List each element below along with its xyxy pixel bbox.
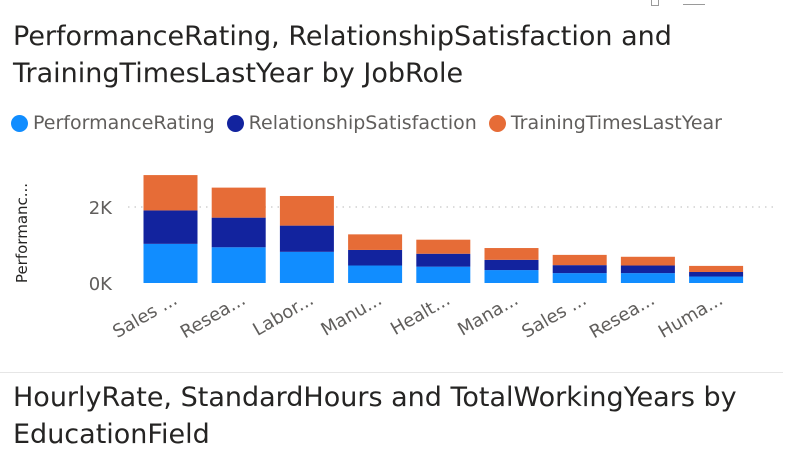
- x-tick-label: Mana...: [454, 289, 522, 340]
- bar-segment-relationshipsatisfaction: [552, 265, 607, 274]
- bar-segment-relationshipsatisfaction: [484, 259, 539, 271]
- focus-mode-icon[interactable]: [651, 0, 659, 6]
- x-tick-label: Sales ...: [518, 289, 590, 343]
- bar-segment-performancerating: [689, 276, 744, 283]
- x-tick-label: Sales ...: [109, 289, 181, 343]
- legend-label: TrainingTimesLastYear: [510, 112, 722, 134]
- x-tick-label: Resea...: [177, 289, 249, 343]
- bar-segment-trainingtimeslastyear: [620, 256, 675, 266]
- bar-segment-trainingtimeslastyear: [211, 187, 266, 218]
- x-tick-label: Resea...: [586, 289, 658, 343]
- stacked-column-chart-visual[interactable]: PerformanceRating, RelationshipSatisfact…: [0, 12, 783, 373]
- bar-segment-trainingtimeslastyear: [279, 195, 334, 226]
- legend-label: RelationshipSatisfaction: [248, 112, 477, 134]
- bar-segment-trainingtimeslastyear: [484, 248, 539, 260]
- bar-segment-relationshipsatisfaction: [620, 265, 675, 274]
- bar-segment-relationshipsatisfaction: [348, 249, 403, 266]
- bar-segment-trainingtimeslastyear: [143, 175, 198, 211]
- y-tick-label: 2K: [89, 198, 113, 219]
- legend-item-training-times[interactable]: TrainingTimesLastYear: [488, 112, 722, 134]
- bar-segment-relationshipsatisfaction: [689, 271, 744, 277]
- y-tick-label: 0K: [89, 274, 113, 295]
- chart-legend: PerformanceRating RelationshipSatisfacti…: [11, 112, 734, 134]
- bar-segment-trainingtimeslastyear: [416, 239, 471, 254]
- bar-segment-performancerating: [348, 265, 403, 283]
- bar-segment-performancerating: [279, 251, 334, 283]
- visual-header-icons: [651, 0, 705, 6]
- bar-segment-performancerating: [211, 247, 266, 283]
- legend-dot-relationship-satisfaction: [226, 114, 244, 132]
- legend-dot-training-times: [488, 114, 506, 132]
- bar-segment-relationshipsatisfaction: [211, 217, 266, 248]
- x-tick-label: Manu...: [317, 289, 385, 340]
- bar-segment-relationshipsatisfaction: [279, 225, 334, 252]
- bar-segment-performancerating: [416, 266, 471, 283]
- bar-segment-trainingtimeslastyear: [689, 265, 744, 272]
- bar-segment-performancerating: [620, 273, 675, 283]
- chart-title: PerformanceRating, RelationshipSatisfact…: [13, 21, 672, 89]
- second-chart-title: HourlyRate, StandardHours and TotalWorki…: [13, 382, 737, 450]
- bar-segment-relationshipsatisfaction: [416, 253, 471, 267]
- x-tick-label: Healt...: [387, 289, 454, 340]
- legend-label: PerformanceRating: [33, 112, 215, 134]
- bar-segment-performancerating: [552, 273, 607, 283]
- bar-segment-trainingtimeslastyear: [348, 234, 403, 250]
- x-tick-label: Labor...: [249, 289, 317, 340]
- legend-item-relationship-satisfaction[interactable]: RelationshipSatisfaction: [226, 112, 477, 134]
- bar-segment-trainingtimeslastyear: [552, 254, 607, 266]
- bar-segment-relationshipsatisfaction: [143, 210, 198, 244]
- legend-dot-performance-rating: [11, 114, 28, 132]
- bar-segment-performancerating: [484, 270, 539, 283]
- legend-item-performance-rating[interactable]: PerformanceRating: [11, 112, 215, 134]
- x-tick-label: Huma...: [655, 289, 727, 343]
- bar-segment-performancerating: [143, 243, 198, 283]
- more-options-icon[interactable]: [683, 0, 705, 5]
- y-axis-title: Performanc...: [13, 183, 31, 283]
